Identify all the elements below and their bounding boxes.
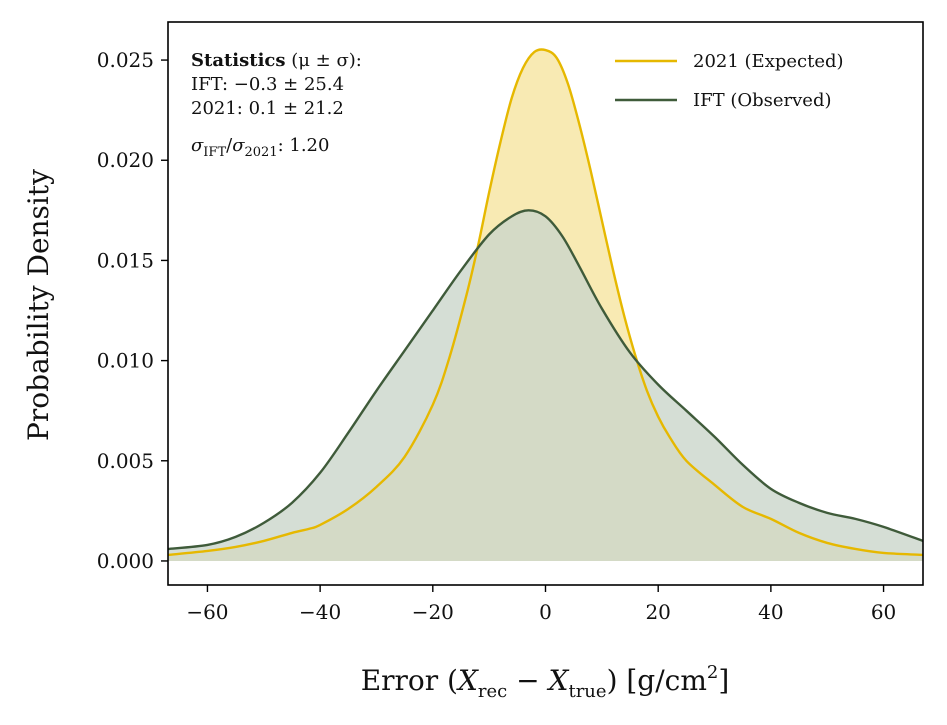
x-tick-label: −60 [186,600,228,624]
fill-area-ift-observed [168,210,923,561]
legend: 2021 (Expected) IFT (Observed) [615,51,844,111]
legend-label-2021-expected: 2021 (Expected) [693,51,844,72]
y-tick-label: 0.010 [97,349,154,373]
x-tick-label: 20 [645,600,670,624]
legend-label-ift-observed: IFT (Observed) [693,90,832,111]
x-tick-label: −40 [299,600,341,624]
x-tick-label: −20 [412,600,454,624]
density-fills [168,49,923,561]
y-axis-ticks: 0.000 0.005 0.010 0.015 0.020 0.025 [97,48,168,573]
xlabel-sup: 2 [707,662,718,683]
xlabel-x-true: X [547,664,570,697]
y-tick-label: 0.025 [97,48,154,72]
y-tick-label: 0.005 [97,449,154,473]
ratio-slash: / [226,135,233,156]
x-tick-label: 40 [758,600,783,624]
y-axis-title: Probability Density [22,169,55,441]
y-tick-label: 0.000 [97,549,154,573]
xlabel-units: ) [g/cm [607,664,707,697]
x-axis-ticks: −60 −40 −20 0 20 40 60 [186,585,896,624]
stats-heading: Statistics (μ ± σ): [191,50,362,71]
x-tick-label: 60 [871,600,896,624]
ratio-sigma-1: σ [191,135,204,156]
y-tick-label: 0.020 [97,148,154,172]
x-tick-label: 0 [539,600,552,624]
line-ift-observed [167,209,924,551]
stats-line-ratio: σIFT/σ2021: 1.20 [191,135,329,160]
line-2021-expected [167,48,924,557]
stats-line-ift: IFT: −0.3 ± 25.4 [191,74,344,95]
ratio-value: : 1.20 [278,135,330,156]
ratio-sub-ift: IFT [203,145,226,160]
y-tick-label: 0.015 [97,248,154,272]
x-axis-title: Error (Xrec − Xtrue) [g/cm2] [361,662,730,702]
xlabel-minus: − [507,664,548,697]
stats-line-2021: 2021: 0.1 ± 21.2 [191,98,344,119]
xlabel-x-rec: X [456,664,479,697]
plot-frame [167,21,924,586]
xlabel-sub-true: true [568,681,606,702]
xlabel-prefix: Error ( [361,664,458,697]
xlabel-end: ] [718,664,729,697]
ratio-sub-2021: 2021 [245,145,278,160]
density-lines [167,48,924,557]
xlabel-sub-rec: rec [478,681,507,702]
stats-heading-rest: (μ ± σ): [286,50,362,71]
stats-heading-bold: Statistics [191,50,286,71]
ratio-sigma-2: σ [232,135,245,156]
stats-annotation: Statistics (μ ± σ): IFT: −0.3 ± 25.4 202… [191,50,362,160]
